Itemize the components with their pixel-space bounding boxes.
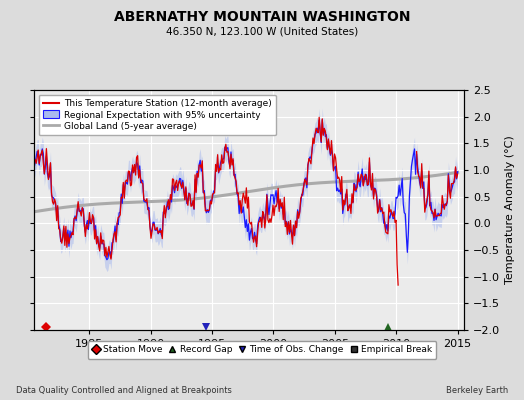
Y-axis label: Temperature Anomaly (°C): Temperature Anomaly (°C) bbox=[506, 136, 516, 284]
Legend: Station Move, Record Gap, Time of Obs. Change, Empirical Break: Station Move, Record Gap, Time of Obs. C… bbox=[88, 341, 436, 359]
Text: 46.350 N, 123.100 W (United States): 46.350 N, 123.100 W (United States) bbox=[166, 26, 358, 36]
Text: ABERNATHY MOUNTAIN WASHINGTON: ABERNATHY MOUNTAIN WASHINGTON bbox=[114, 10, 410, 24]
Text: Berkeley Earth: Berkeley Earth bbox=[446, 386, 508, 395]
Legend: This Temperature Station (12-month average), Regional Expectation with 95% uncer: This Temperature Station (12-month avera… bbox=[39, 94, 276, 136]
Text: Data Quality Controlled and Aligned at Breakpoints: Data Quality Controlled and Aligned at B… bbox=[16, 386, 232, 395]
